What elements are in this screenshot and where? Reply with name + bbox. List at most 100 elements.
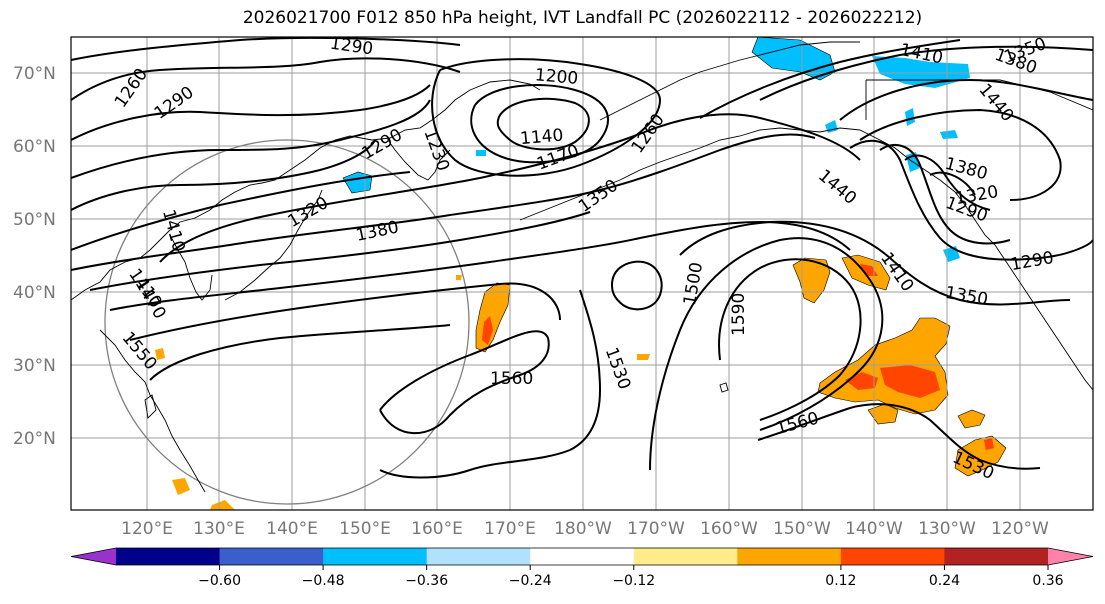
contour-line bbox=[71, 133, 816, 271]
lon-label: 150°E bbox=[339, 519, 391, 539]
lon-label: 160°W bbox=[700, 519, 758, 539]
lon-label: 120°E bbox=[121, 519, 173, 539]
ivt-negative-patch bbox=[905, 108, 915, 126]
longitude-labels: 120°E 130°E 140°E 150°E 160°E 170°E 180°… bbox=[121, 519, 1049, 539]
colorbar-segment bbox=[633, 548, 738, 565]
lon-label: 170°E bbox=[484, 519, 536, 539]
ivt-positive-patch bbox=[172, 478, 190, 495]
contour-line bbox=[759, 45, 1093, 101]
contour-line bbox=[470, 84, 609, 164]
contour-line bbox=[159, 113, 861, 263]
contour-line bbox=[129, 282, 561, 341]
contour-line bbox=[929, 171, 976, 196]
contour-label: 1560 bbox=[490, 369, 533, 389]
lon-label: 150°W bbox=[773, 519, 831, 539]
contour-line bbox=[699, 39, 961, 119]
contour-line bbox=[149, 324, 451, 381]
lon-label: 120°W bbox=[991, 519, 1049, 539]
map-frame bbox=[70, 36, 1094, 511]
contour-line bbox=[649, 237, 884, 471]
colorbar-outline bbox=[70, 547, 1094, 566]
contour-line bbox=[849, 139, 1093, 261]
colorbar-tick-label: −0.12 bbox=[612, 573, 655, 589]
colorbar-tick-label: −0.36 bbox=[405, 573, 448, 589]
coastline-asia bbox=[71, 79, 541, 301]
ivt-negative-patch bbox=[476, 150, 486, 156]
colorbar-segment bbox=[426, 548, 531, 565]
ivt-strong-patch bbox=[880, 365, 940, 398]
ivt-positive-patch bbox=[637, 354, 650, 360]
lat-label: 20°N bbox=[13, 429, 56, 449]
colorbar-segment bbox=[944, 548, 1049, 565]
lon-label: 130°E bbox=[193, 519, 245, 539]
contour-line bbox=[71, 99, 431, 179]
colorbar-tick-label: −0.60 bbox=[198, 573, 241, 589]
coastline-kamchatka bbox=[387, 139, 451, 181]
lon-label: 160°E bbox=[411, 519, 463, 539]
graticule bbox=[71, 37, 1093, 510]
contour-line bbox=[718, 258, 862, 421]
lat-label: 60°N bbox=[13, 137, 56, 157]
contour-line bbox=[379, 330, 550, 435]
colorbar-segment bbox=[840, 548, 945, 565]
contour-line bbox=[757, 403, 1041, 470]
lat-label: 40°N bbox=[13, 283, 56, 303]
ivt-negative-patch bbox=[825, 120, 838, 133]
contour-line bbox=[859, 108, 1062, 201]
lon-label: 170°W bbox=[627, 519, 685, 539]
coastline-taiwan bbox=[144, 394, 157, 419]
coastline-alaska bbox=[599, 41, 860, 121]
colorbar-extend-low bbox=[71, 548, 116, 565]
colorbar-tick-label: −0.48 bbox=[302, 573, 345, 589]
height-contours bbox=[71, 37, 1093, 479]
colorbar-tick-label: 0.24 bbox=[929, 573, 960, 589]
lat-label: 70°N bbox=[13, 64, 56, 84]
colorbar-tick-label: 0.36 bbox=[1032, 573, 1063, 589]
ivt-strong-patch bbox=[482, 316, 493, 345]
contour-label: 1290 bbox=[329, 34, 375, 60]
contour-line bbox=[71, 171, 411, 251]
contour-line bbox=[904, 154, 991, 211]
ivt-positive-patch bbox=[210, 500, 235, 510]
colorbar-segment bbox=[219, 548, 324, 565]
colorbar-tick-label: 0.12 bbox=[825, 573, 856, 589]
contour-label: 1200 bbox=[534, 65, 579, 89]
lon-label: 140°W bbox=[845, 519, 903, 539]
coastline-hawaii bbox=[719, 382, 729, 393]
latitude-labels: 70°N 60°N 50°N 40°N 30°N 20°N bbox=[13, 64, 56, 449]
contour-line bbox=[879, 144, 1011, 245]
colorbar-tick-label: −0.24 bbox=[509, 573, 552, 589]
contour-line bbox=[71, 57, 461, 101]
contour-line bbox=[839, 78, 1093, 121]
lon-label: 140°E bbox=[266, 519, 318, 539]
lat-label: 50°N bbox=[13, 210, 56, 230]
ivt-positive-patch bbox=[456, 275, 462, 280]
colorbar-segment bbox=[323, 548, 428, 565]
colorbar: −0.60−0.48−0.36−0.24−0.120.120.240.360.4… bbox=[70, 547, 1094, 589]
contour-line bbox=[611, 260, 663, 311]
colorbar-segment bbox=[116, 548, 221, 565]
contour-line bbox=[496, 97, 590, 151]
contour-line bbox=[379, 289, 602, 479]
coastline-china bbox=[99, 329, 206, 493]
coastline-japan bbox=[224, 189, 323, 301]
contour-line bbox=[71, 84, 431, 141]
colorbar-segment bbox=[737, 548, 842, 565]
ivt-negative-patch bbox=[940, 130, 958, 139]
contour-line bbox=[679, 220, 1071, 306]
contour-label: 1590 bbox=[729, 293, 749, 336]
ivt-positive-patch bbox=[155, 348, 165, 360]
contour-line bbox=[71, 139, 376, 211]
ivt-strong-patch bbox=[984, 438, 994, 450]
contour-label: 1140 bbox=[519, 125, 564, 149]
ivt-positive-shading bbox=[155, 254, 1007, 510]
lon-label: 130°W bbox=[918, 519, 976, 539]
colorbar-extend-high bbox=[1048, 548, 1093, 565]
range-ring bbox=[104, 139, 470, 505]
contour-line bbox=[71, 37, 461, 61]
map-title: 2026021700 F012 850 hPa height, IVT Land… bbox=[242, 8, 923, 28]
lat-label: 30°N bbox=[13, 356, 56, 376]
contour-line bbox=[89, 211, 591, 291]
colorbar-segment bbox=[530, 548, 635, 565]
